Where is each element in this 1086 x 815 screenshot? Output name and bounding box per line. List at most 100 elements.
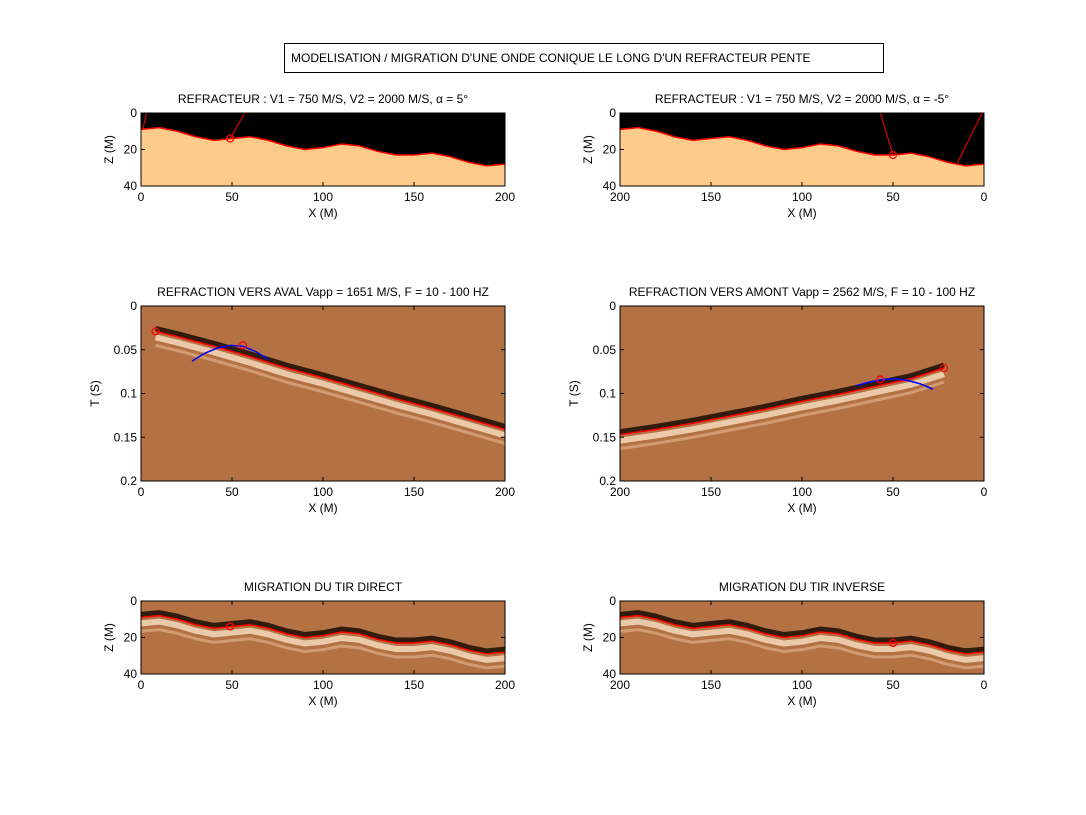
y-axis-label: Z (M) xyxy=(581,135,595,164)
y-axis-label: Z (M) xyxy=(581,623,595,652)
y-tick-label: 40 xyxy=(603,667,617,681)
chart-title: MIGRATION DU TIR DIRECT xyxy=(244,580,403,594)
wavelet-trough xyxy=(620,610,984,654)
refractor-interface xyxy=(141,614,505,655)
x-axis-label: X (M) xyxy=(308,206,337,220)
wavelet-tail xyxy=(620,380,945,451)
plot-area xyxy=(620,601,984,674)
y-tick-label: 40 xyxy=(124,667,138,681)
y-tick-label: 0.1 xyxy=(599,387,616,401)
chart-top-right: 200 150 100 50 0 0 20 40 REFRACTEUR : V1 = 750 M… xyxy=(581,92,988,220)
y-tick-label: 40 xyxy=(603,179,617,193)
x-tick-label: 50 xyxy=(225,485,239,499)
ray-path xyxy=(879,113,894,156)
y-axis-label: Z (M) xyxy=(102,623,116,652)
x-tick-label: 0 xyxy=(138,485,145,499)
y-tick-label: 0 xyxy=(130,594,137,608)
x-tick-label: 100 xyxy=(313,485,333,499)
wavelet-tail xyxy=(155,343,505,445)
y-axis-label: Z (M) xyxy=(102,135,116,164)
seismic-section xyxy=(141,306,505,481)
air-layer xyxy=(620,113,984,166)
point-marker xyxy=(876,375,885,384)
y-tick-label: 0.15 xyxy=(114,430,138,444)
x-tick-label: 100 xyxy=(313,678,333,692)
x-tick-label: 150 xyxy=(701,190,721,204)
ray-path xyxy=(142,113,147,130)
y-tick-label: 20 xyxy=(124,143,138,157)
refractor-interface xyxy=(620,614,984,655)
ray-path xyxy=(956,113,983,165)
x-tick-label: 150 xyxy=(701,485,721,499)
air-layer xyxy=(141,113,505,166)
x-tick-label: 200 xyxy=(495,678,515,692)
y-tick-label: 0 xyxy=(130,106,137,120)
chart-title: REFRACTION VERS AMONT Vapp = 2562 M/S, F… xyxy=(629,285,975,299)
x-tick-label: 50 xyxy=(886,485,900,499)
x-tick-label: 0 xyxy=(138,678,145,692)
wavelet-tail xyxy=(620,628,984,670)
y-tick-label: 0.2 xyxy=(599,474,616,488)
x-tick-label: 50 xyxy=(886,678,900,692)
x-tick-label: 200 xyxy=(495,190,515,204)
x-tick-label: 200 xyxy=(610,485,630,499)
y-tick-label: 0 xyxy=(609,594,616,608)
x-axis-label: X (M) xyxy=(787,694,816,708)
wavelet-peak xyxy=(141,618,505,663)
y-axis-label: T (S) xyxy=(567,380,581,406)
seismic-section xyxy=(620,306,984,481)
chart-title: MIGRATION DU TIR INVERSE xyxy=(719,580,885,594)
chart-title: REFRACTION VERS AVAL Vapp = 1651 M/S, F … xyxy=(157,285,489,299)
x-tick-label: 50 xyxy=(225,678,239,692)
plot-area xyxy=(141,306,505,481)
first-arrival-curve xyxy=(155,330,505,431)
x-axis-label: X (M) xyxy=(787,206,816,220)
point-marker xyxy=(226,622,235,631)
x-tick-label: 0 xyxy=(981,190,988,204)
y-tick-label: 0 xyxy=(130,299,137,313)
wavelet-trough xyxy=(154,325,505,429)
x-tick-label: 0 xyxy=(138,190,145,204)
x-tick-label: 0 xyxy=(981,485,988,499)
y-tick-label: 0.05 xyxy=(114,343,138,357)
y-tick-label: 0.1 xyxy=(120,387,137,401)
x-tick-label: 0 xyxy=(981,678,988,692)
chart-title: REFRACTEUR : V1 = 750 M/S, V2 = 2000 M/S… xyxy=(178,92,468,106)
point-marker xyxy=(888,638,898,648)
wavelet-peak xyxy=(620,371,945,444)
x-tick-label: 100 xyxy=(792,485,812,499)
x-tick-label: 200 xyxy=(610,190,630,204)
chart-title: REFRACTEUR : V1 = 750 M/S, V2 = 2000 M/S… xyxy=(655,92,949,106)
chart-bottom-left: 0 50 100 150 200 0 20 40 MIGRATION DU TIR DIRECT… xyxy=(102,580,515,708)
chart-middle-left: 0 50 100 150 200 0 0.05 0.1 0.15 0.2 REFRACTION VE… xyxy=(88,285,515,515)
chart-middle-right: 200 150 100 50 0 0 0.05 0.1 0.15 0.2 REFRACTION VE… xyxy=(567,285,988,515)
seismic-section xyxy=(141,601,505,674)
chart-bottom-right: 200 150 100 50 0 0 20 40 MIGRATION DU TIR INVERS… xyxy=(581,580,988,708)
x-tick-label: 200 xyxy=(495,485,515,499)
y-tick-label: 0.2 xyxy=(120,474,137,488)
y-tick-label: 20 xyxy=(603,143,617,157)
wavelet-trough xyxy=(141,610,505,654)
x-tick-label: 100 xyxy=(792,678,812,692)
plot-area xyxy=(620,113,984,186)
wavelet-tail xyxy=(141,628,505,670)
x-tick-label: 200 xyxy=(610,678,630,692)
point-marker xyxy=(888,150,898,160)
seismic-section xyxy=(620,601,984,674)
y-tick-label: 40 xyxy=(124,179,138,193)
y-tick-label: 20 xyxy=(124,631,138,645)
x-tick-label: 100 xyxy=(792,190,812,204)
point-marker xyxy=(226,134,235,143)
point-marker xyxy=(238,341,248,350)
x-tick-label: 150 xyxy=(404,190,424,204)
x-axis-label: X (M) xyxy=(308,501,337,515)
y-tick-label: 20 xyxy=(603,631,617,645)
first-arrival-curve xyxy=(620,367,945,436)
y-tick-label: 0.05 xyxy=(593,343,617,357)
x-tick-label: 50 xyxy=(225,190,239,204)
x-tick-label: 150 xyxy=(404,678,424,692)
x-axis-label: X (M) xyxy=(308,694,337,708)
wavelet-trough xyxy=(620,362,945,435)
plot-area xyxy=(620,306,984,481)
